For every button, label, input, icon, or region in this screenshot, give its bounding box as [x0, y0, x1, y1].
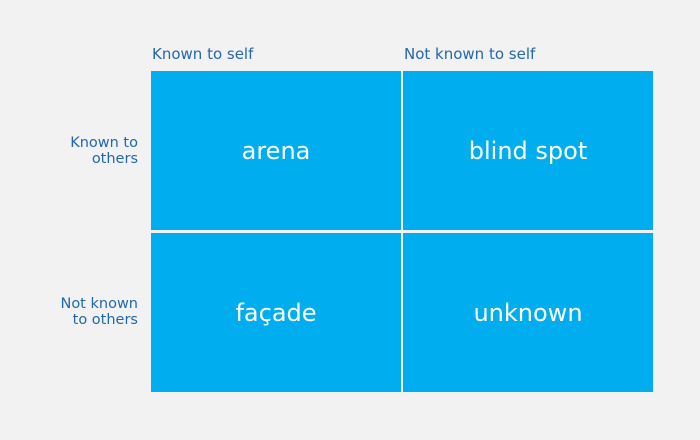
- quadrant: façade: [151, 233, 401, 392]
- row-header-line: Known to: [70, 135, 138, 151]
- quadrant: arena: [151, 71, 401, 230]
- row-header: Known to others: [70, 135, 138, 167]
- quadrant: unknown: [403, 233, 653, 392]
- column-header: Not known to self: [404, 45, 536, 63]
- column-header: Known to self: [152, 45, 254, 63]
- row-header-line: Not known: [60, 296, 138, 312]
- row-header-line: to others: [72, 312, 138, 328]
- row-header: Not known to others: [60, 296, 138, 328]
- row-header-line: others: [91, 151, 138, 167]
- quadrant: blind spot: [403, 71, 653, 230]
